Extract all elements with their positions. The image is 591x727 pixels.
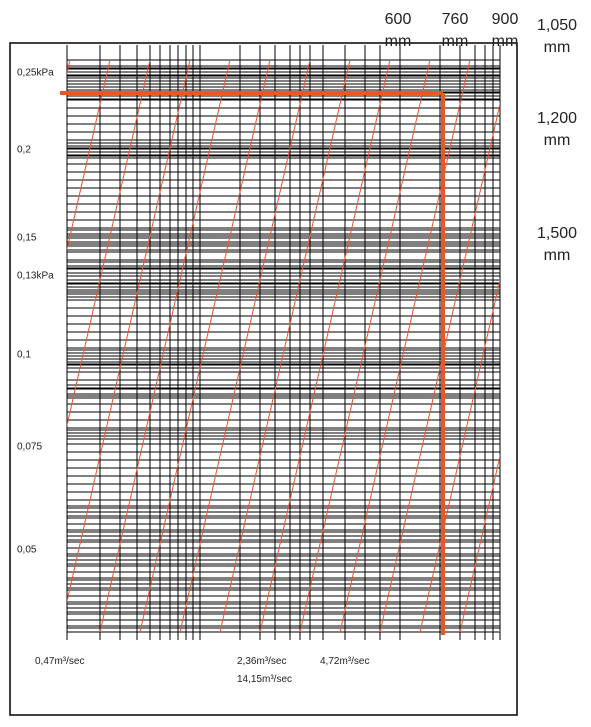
size-label: 900 <box>492 11 519 28</box>
y-label: 0,25kPa <box>17 68 54 79</box>
size-unit: mm <box>385 33 412 50</box>
size-line <box>67 60 151 428</box>
size-lines <box>67 60 500 632</box>
x-label: 14,15m³/sec <box>237 674 292 685</box>
size-label: 1,500 <box>537 225 577 242</box>
size-line <box>459 453 500 632</box>
size-line <box>219 60 351 632</box>
size-line <box>67 60 111 252</box>
size-unit: mm <box>492 33 519 50</box>
size-unit: mm <box>544 39 571 56</box>
y-label: 0,2 <box>17 145 31 156</box>
y-label: 0,05 <box>17 545 37 556</box>
y-label: 0,075 <box>17 442 42 453</box>
x-label: 4,72m³/sec <box>320 656 369 667</box>
size-line <box>139 60 271 632</box>
y-label: 0,15 <box>17 233 37 244</box>
size-line <box>179 60 311 632</box>
labels: 0,25kPa 0,2 0,15 0,13kPa 0,1 0,075 0,05 0,47m³/… <box>17 11 577 685</box>
size-unit: mm <box>442 33 469 50</box>
size-unit: mm <box>544 247 571 264</box>
y-label: 0,1 <box>17 350 31 361</box>
size-line <box>299 60 431 632</box>
size-line <box>67 60 191 604</box>
y-label: 0,13kPa <box>17 271 54 282</box>
x-label: 0,47m³/sec <box>35 656 84 667</box>
size-label: 1,050 <box>537 17 577 34</box>
grid <box>66 45 501 640</box>
size-label: 600 <box>385 11 412 28</box>
size-unit: mm <box>544 132 571 149</box>
size-line <box>99 60 231 632</box>
frame <box>9 42 518 716</box>
size-line <box>339 60 471 632</box>
size-line <box>259 60 391 632</box>
size-label: 760 <box>442 11 469 28</box>
size-label: 1,200 <box>537 110 577 127</box>
x-label: 2,36m³/sec <box>237 656 286 667</box>
